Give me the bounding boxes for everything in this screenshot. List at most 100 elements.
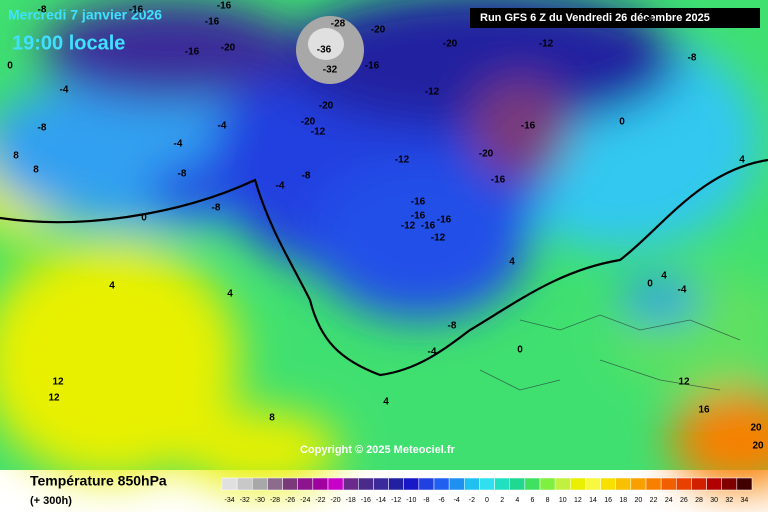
copyright: Copyright © 2025 Meteociel.fr: [300, 444, 456, 456]
contour-label: -4: [174, 139, 183, 150]
colorbar-label: 30: [710, 497, 718, 504]
contour-label: -8: [38, 123, 47, 134]
contour-label: -16: [217, 1, 232, 12]
color-swatch: [524, 477, 541, 491]
colorbar-label: 10: [559, 497, 567, 504]
contour-label: -8: [302, 171, 311, 182]
contour-label: -4: [644, 15, 653, 26]
color-swatch: [403, 477, 420, 491]
contour-label: 4: [383, 397, 389, 408]
colorbar-label: 28: [695, 497, 703, 504]
contour-label: 0: [7, 61, 13, 72]
colorbar-label: 26: [680, 497, 688, 504]
color-swatch: [570, 477, 586, 491]
color-swatch: [358, 477, 374, 491]
contour-label: -16: [437, 215, 452, 226]
contour-label: -12: [311, 127, 326, 138]
colorbar: -34 -32 -30 -28 -26 -24 -22 -20 -18 -16 -14 -12 -10-…: [221, 477, 753, 504]
contour-label: -16: [491, 175, 506, 186]
colorbar-label: -2: [469, 497, 475, 504]
contour-label: -20: [479, 149, 494, 160]
colorbar-label: 2: [500, 497, 504, 504]
colorbar-label: 22: [650, 497, 658, 504]
color-swatch: [479, 477, 495, 491]
contour-label: -4: [60, 85, 69, 96]
contour-label: 20: [750, 423, 762, 434]
contour-label: 16: [698, 405, 710, 416]
color-swatch: [494, 477, 510, 491]
colorbar-label: -18: [346, 497, 356, 504]
contour-label: -8: [448, 321, 457, 332]
contour-label: -4: [678, 285, 687, 296]
color-swatch: [645, 477, 662, 491]
colorbar-label: 20: [635, 497, 643, 504]
colorbar-label: 34: [741, 497, 749, 504]
contour-label: -16: [421, 221, 436, 232]
color-swatch: [448, 477, 465, 491]
contour-label: -12: [425, 87, 440, 98]
color-swatch: [660, 477, 677, 491]
contour-label: -16: [185, 47, 200, 58]
colorbar-label: -10: [406, 497, 416, 504]
color-swatch: [252, 477, 268, 491]
contour-label: -16: [205, 17, 220, 28]
color-swatch: [630, 477, 647, 491]
contour-label: -12: [401, 221, 416, 232]
color-swatch: [509, 477, 526, 491]
colorbar-label: -20: [331, 497, 341, 504]
contour-label: 8: [13, 151, 19, 162]
color-swatch: [554, 477, 571, 491]
colorbar-label: 8: [546, 497, 550, 504]
color-swatch: [373, 477, 389, 491]
colorbar-label: -32: [240, 497, 250, 504]
contour-label: -4: [276, 181, 285, 192]
contour-label: -20: [443, 39, 458, 50]
contour-label: -20: [371, 25, 386, 36]
contour-label: -12: [539, 39, 554, 50]
color-swatch: [312, 477, 329, 491]
color-swatch: [736, 477, 753, 491]
colorbar-label: 32: [725, 497, 733, 504]
colorbar-label: -26: [285, 497, 295, 504]
color-swatch: [236, 477, 253, 491]
legend-title: Température 850hPa: [30, 473, 167, 489]
contour-label: 12: [678, 377, 690, 388]
colorbar-label: 12: [574, 497, 582, 504]
contour-label: -8: [38, 5, 47, 16]
time: 19:00 locale: [12, 32, 125, 54]
contour-label: -16: [411, 211, 426, 222]
contour-label: -4: [218, 121, 227, 132]
colorbar-label: 18: [619, 497, 627, 504]
contour-label: -8: [212, 203, 221, 214]
color-swatch: [388, 477, 404, 491]
contour-label: -8: [688, 53, 697, 64]
legend: Température 850hPa (+ 300h) -34 -32 -30 -28…: [30, 473, 753, 507]
color-swatch: [282, 477, 298, 491]
contour-label: 0: [517, 345, 523, 356]
contour-label: 0: [647, 279, 653, 290]
contour-labels: -8 -16 -16-16 -28-36-32-20-16-20 -12-20-20-1…: [7, 1, 764, 452]
contour-label: -20: [221, 43, 236, 54]
colorbar-label: -8: [423, 497, 429, 504]
colorbar-label: 6: [530, 497, 534, 504]
color-swatch: [433, 477, 450, 491]
colorbar-label: -34: [225, 497, 235, 504]
contour-label: -36: [317, 45, 332, 56]
color-swatch: [297, 477, 314, 491]
contour-label: -12: [395, 155, 410, 166]
contour-label: 12: [48, 393, 60, 404]
color-swatch: [418, 477, 435, 491]
contour-label: 4: [739, 155, 745, 166]
legend-lead: (+ 300h): [30, 495, 72, 507]
contour-label: -32: [323, 65, 338, 76]
color-swatch: [221, 477, 238, 491]
colorbar-label: 0: [485, 497, 489, 504]
colorbar-label: -28: [270, 497, 280, 504]
colorbar-label: -30: [255, 497, 265, 504]
contour-label: -16: [411, 197, 426, 208]
colorbar-label: -16: [361, 497, 371, 504]
run-info: Run GFS 6 Z du Vendredi 26 décembre 2025: [480, 12, 710, 24]
color-swatch: [327, 477, 344, 491]
contour-label: 12: [52, 377, 64, 388]
